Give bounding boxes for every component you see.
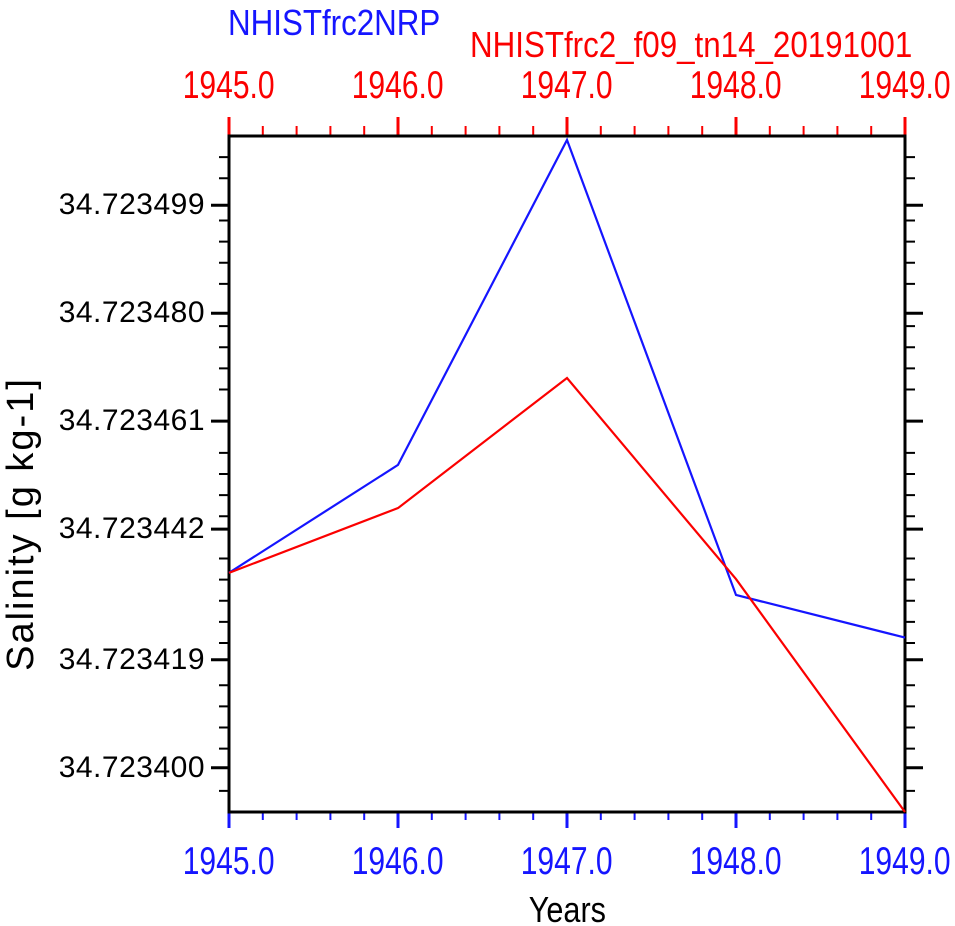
bottom-tick-label-1946.0: 1946.0 bbox=[352, 840, 444, 883]
y-axis-title: Salinity [g kg-1] bbox=[0, 377, 42, 671]
x-axis-title: Years bbox=[417, 890, 717, 926]
series-line-1 bbox=[228, 137, 906, 639]
top-tick-label-1949.0: 1949.0 bbox=[859, 64, 951, 107]
top-tick-label-1947.0: 1947.0 bbox=[521, 64, 613, 107]
bottom-axis-ticks bbox=[227, 812, 907, 828]
top-tick-label-1945.0: 1945.0 bbox=[183, 64, 275, 107]
left-axis-ticks bbox=[211, 156, 229, 792]
bottom-tick-label-1949.0: 1949.0 bbox=[859, 840, 951, 883]
y-tick-label-34.723461: 34.723461 bbox=[58, 404, 205, 438]
top-tick-label-1948.0: 1948.0 bbox=[690, 64, 782, 107]
series-line-2 bbox=[228, 376, 906, 813]
top-axis-ticks bbox=[227, 117, 907, 136]
y-tick-label-34.723442: 34.723442 bbox=[58, 512, 205, 546]
bottom-tick-label-1945.0: 1945.0 bbox=[183, 840, 275, 883]
y-tick-label-34.723419: 34.723419 bbox=[58, 642, 205, 676]
x-axis-title-text: Years bbox=[528, 889, 606, 926]
series2-title-text: NHISTfrc2_f09_tn14_20191001 bbox=[470, 24, 913, 65]
y-tick-label-34.723480: 34.723480 bbox=[58, 296, 205, 330]
series1-title-text: NHISTfrc2NRP bbox=[228, 2, 441, 43]
bottom-tick-label-1948.0: 1948.0 bbox=[690, 840, 782, 883]
y-tick-label-34.723499: 34.723499 bbox=[58, 188, 205, 222]
y-tick-label-34.723400: 34.723400 bbox=[58, 750, 205, 784]
bottom-tick-label-1947.0: 1947.0 bbox=[521, 840, 613, 883]
series2-title: NHISTfrc2_f09_tn14_20191001 bbox=[470, 25, 955, 65]
top-tick-label-1946.0: 1946.0 bbox=[352, 64, 444, 107]
right-axis-ticks bbox=[905, 156, 923, 792]
series1-title: NHISTfrc2NRP bbox=[228, 3, 472, 43]
plot-frame bbox=[227, 134, 907, 814]
